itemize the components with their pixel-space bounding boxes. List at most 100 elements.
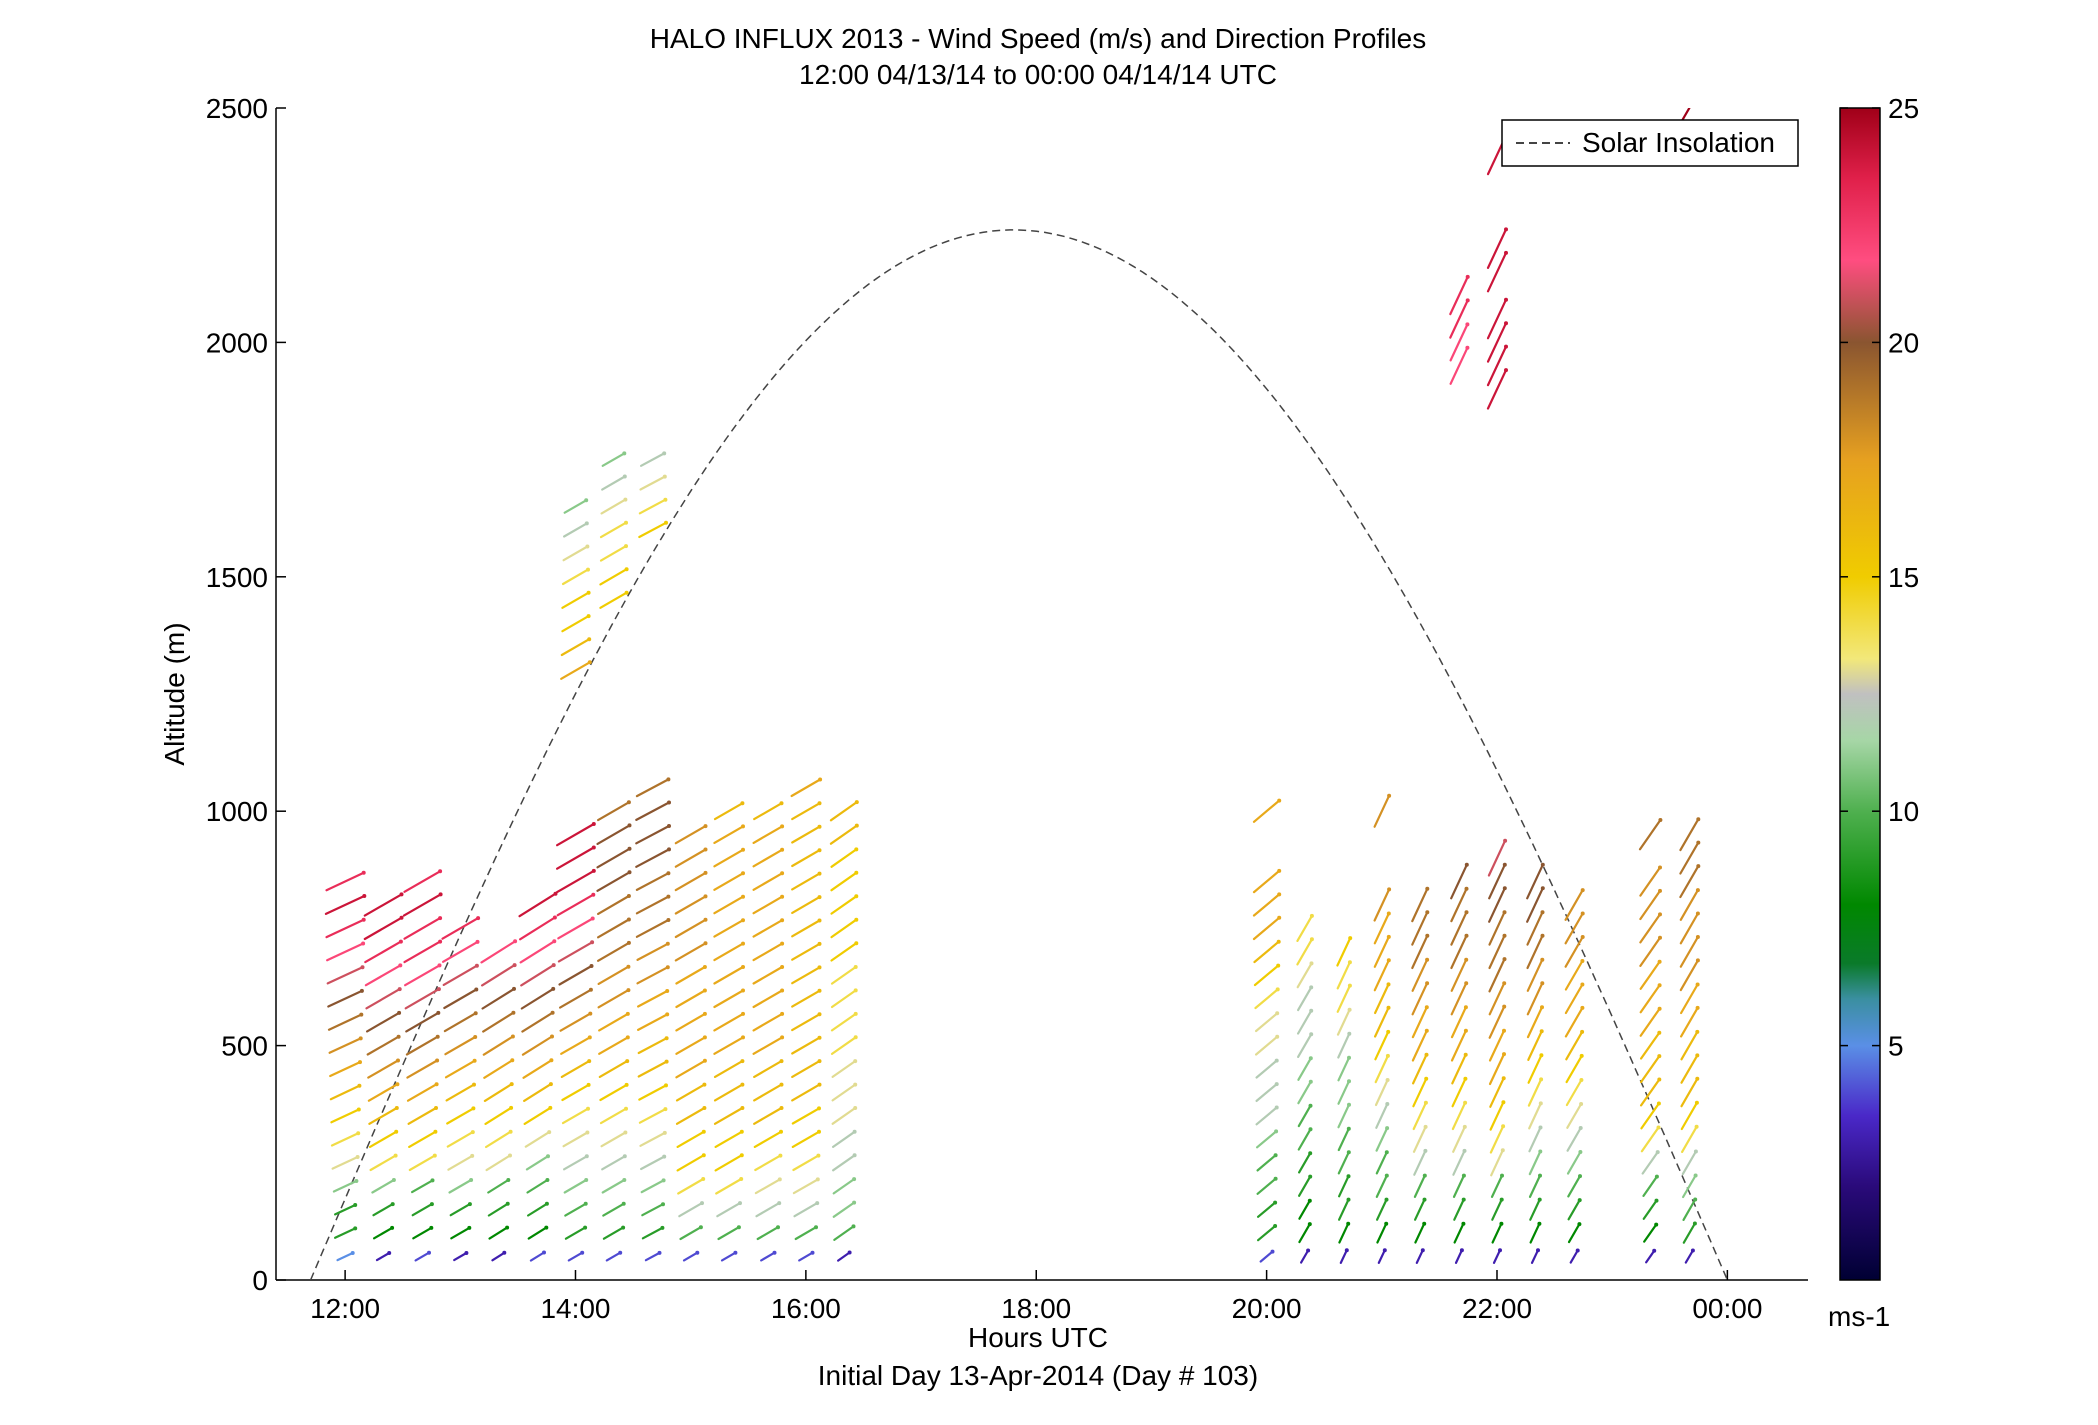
wind-vector <box>364 940 402 964</box>
wind-vector <box>715 1177 743 1195</box>
wind-vector-head <box>1695 911 1700 916</box>
wind-vector-head <box>590 940 595 945</box>
wind-vector <box>1526 934 1544 970</box>
wind-vector <box>1529 1198 1541 1221</box>
wind-vector <box>791 872 821 891</box>
wind-vector <box>830 989 857 1009</box>
wind-vector <box>601 452 626 467</box>
wind-vector <box>1682 1198 1697 1222</box>
wind-vector <box>559 1012 592 1032</box>
x-tick-label: 12:00 <box>310 1293 380 1324</box>
wind-vector <box>1528 1150 1542 1176</box>
wind-vector <box>556 893 595 917</box>
wind-vector <box>1337 1127 1350 1152</box>
wind-vector-head <box>1658 912 1662 917</box>
colorbar-tick-label: 20 <box>1888 327 1919 358</box>
wind-vector-head <box>1693 1173 1698 1178</box>
wind-vector <box>1373 794 1391 828</box>
wind-vector-head <box>591 892 596 897</box>
wind-vector-head <box>508 1129 513 1134</box>
colorbar-tick-group: 5 10 15 20 25 <box>1840 93 1919 1062</box>
wind-vector <box>525 1155 550 1171</box>
wind-vector-head <box>506 1178 511 1182</box>
wind-vector <box>1374 1078 1389 1107</box>
wind-vector <box>1640 1126 1660 1153</box>
wind-vector-head <box>355 1155 360 1159</box>
wind-vector-head <box>583 1201 588 1206</box>
wind-vector <box>403 940 442 964</box>
wind-vector <box>798 1251 814 1262</box>
wind-vector <box>1336 961 1352 990</box>
wind-vector <box>638 1084 668 1101</box>
wind-vector <box>558 964 593 986</box>
wind-vector <box>1565 1030 1584 1061</box>
wind-vector <box>1640 1102 1661 1130</box>
wind-vector <box>1680 1030 1699 1061</box>
wind-vector-head <box>740 1059 745 1064</box>
wind-vector <box>1450 982 1468 1016</box>
wind-vector-head <box>427 1250 431 1255</box>
wind-vector <box>441 916 480 940</box>
wind-vector-head <box>627 823 632 828</box>
wind-vector <box>599 1107 628 1125</box>
wind-vector <box>602 1226 625 1240</box>
plot-area <box>276 108 1808 1280</box>
wind-vector-head <box>662 451 667 456</box>
wind-vector-head <box>1425 886 1430 891</box>
wind-vector <box>444 1035 477 1056</box>
wind-vector <box>1337 1032 1351 1059</box>
wind-vector <box>522 1059 553 1079</box>
wind-vector <box>482 1035 515 1056</box>
y-tick-label: 2500 <box>206 93 268 124</box>
wind-vector-head <box>703 824 708 829</box>
wind-vector <box>713 1012 745 1032</box>
wind-vector-head <box>551 986 556 991</box>
wind-vector-head <box>626 964 631 969</box>
wind-vector-head <box>1502 1004 1507 1009</box>
wind-vector-head <box>736 1225 741 1230</box>
wind-vector <box>597 965 630 986</box>
wind-vector-head <box>394 1106 399 1110</box>
wind-vector <box>365 987 401 1010</box>
wind-vector-head <box>1657 1054 1662 1059</box>
wind-vector-head <box>625 1059 630 1064</box>
wind-vector-head <box>1694 1100 1699 1105</box>
chart-subtitle: 12:00 04/13/14 to 00:00 04/14/14 UTC <box>799 59 1277 90</box>
wind-vector-head <box>438 892 443 897</box>
wind-vector <box>1337 1080 1351 1105</box>
wind-vector-head <box>1276 963 1281 968</box>
wind-vector <box>1639 1007 1661 1037</box>
wind-vector <box>1413 1149 1427 1176</box>
wind-vector <box>832 1201 856 1218</box>
wind-vector-head <box>665 989 670 993</box>
wind-vector-head <box>1538 1149 1543 1154</box>
wind-vector-head <box>623 497 628 502</box>
wind-vector-head <box>1578 1126 1583 1130</box>
wind-vector-head <box>1580 911 1585 916</box>
wind-vector <box>1565 1078 1583 1107</box>
wind-vector-head <box>664 1059 669 1064</box>
wind-vector <box>1450 887 1468 923</box>
wind-vector-head <box>1307 1222 1312 1227</box>
wind-vector-head <box>1420 1248 1425 1253</box>
wind-vector-head <box>847 1250 852 1255</box>
wind-vector-head <box>622 1154 627 1159</box>
wind-vector-head <box>1656 1101 1661 1106</box>
wind-vector <box>1680 1125 1698 1154</box>
wind-vector <box>675 989 707 1009</box>
wind-vector-head <box>429 1225 434 1230</box>
wind-vector <box>1256 1177 1277 1195</box>
wind-vector <box>1453 1198 1465 1221</box>
wind-vector-head <box>853 1035 858 1040</box>
wind-vector-head <box>1502 981 1507 986</box>
wind-vector <box>1411 887 1429 923</box>
wind-vector <box>487 1178 510 1194</box>
wind-vector-head <box>817 1129 821 1134</box>
wind-vector <box>328 1037 362 1054</box>
wind-vector <box>521 1035 554 1056</box>
wind-vector-head <box>1462 1124 1467 1129</box>
wind-vector-head <box>1386 958 1391 963</box>
wind-vector <box>327 989 363 1008</box>
wind-vector-head <box>476 916 481 921</box>
wind-vector <box>331 1155 359 1170</box>
